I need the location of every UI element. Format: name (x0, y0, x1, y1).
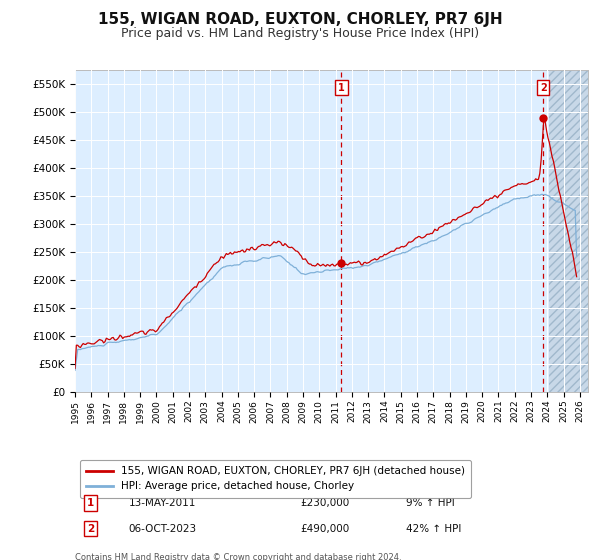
Text: 155, WIGAN ROAD, EUXTON, CHORLEY, PR7 6JH: 155, WIGAN ROAD, EUXTON, CHORLEY, PR7 6J… (98, 12, 502, 27)
Text: 1: 1 (87, 498, 94, 508)
Text: 13-MAY-2011: 13-MAY-2011 (129, 498, 196, 508)
Text: 06-OCT-2023: 06-OCT-2023 (129, 524, 197, 534)
Text: £490,000: £490,000 (301, 524, 350, 534)
Text: Contains HM Land Registry data © Crown copyright and database right 2024.
This d: Contains HM Land Registry data © Crown c… (75, 553, 401, 560)
Text: Price paid vs. HM Land Registry's House Price Index (HPI): Price paid vs. HM Land Registry's House … (121, 27, 479, 40)
Text: £230,000: £230,000 (301, 498, 350, 508)
Text: 1: 1 (338, 83, 345, 93)
Text: 2: 2 (87, 524, 94, 534)
Legend: 155, WIGAN ROAD, EUXTON, CHORLEY, PR7 6JH (detached house), HPI: Average price, : 155, WIGAN ROAD, EUXTON, CHORLEY, PR7 6J… (80, 460, 471, 498)
Text: 42% ↑ HPI: 42% ↑ HPI (406, 524, 461, 534)
Bar (549, 70, 600, 392)
Text: 9% ↑ HPI: 9% ↑ HPI (406, 498, 455, 508)
Text: 2: 2 (540, 83, 547, 93)
